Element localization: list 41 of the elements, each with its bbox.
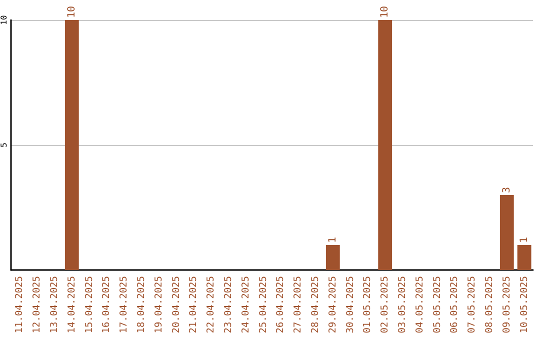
x-tick-label: 08.05.2025 (484, 276, 495, 334)
x-tick-label: 05.05.2025 (432, 276, 443, 334)
x-tick-label: 23.04.2025 (223, 276, 234, 334)
x-tick-label: 24.04.2025 (240, 276, 252, 334)
x-tick-label: 01.05.2025 (362, 276, 374, 334)
x-tick-label: 21.04.2025 (188, 276, 200, 334)
x-tick-label: 18.04.2025 (136, 276, 147, 334)
x-tick-label: 14.04.2025 (66, 276, 78, 334)
data-label: 3 (501, 186, 512, 193)
x-tick-label: 30.04.2025 (344, 276, 356, 334)
data-label: 10 (380, 6, 391, 18)
x-tick-label: 29.04.2025 (327, 276, 338, 334)
x-tick-label: 28.04.2025 (310, 276, 321, 334)
x-tick-label: 26.04.2025 (275, 276, 286, 334)
bar (517, 245, 532, 270)
bar (378, 20, 392, 270)
x-tick-label: 20.04.2025 (170, 276, 182, 334)
x-tick-label: 02.05.2025 (380, 276, 391, 334)
y-tick-label: 5 (0, 142, 8, 148)
x-tick-label: 13.04.2025 (49, 276, 60, 334)
x-tick-label: 03.05.2025 (397, 276, 408, 334)
x-tick-label: 16.04.2025 (101, 276, 112, 334)
data-label: 10 (66, 6, 78, 18)
x-tick-label: 12.04.2025 (32, 276, 43, 334)
x-tick-label: 27.04.2025 (292, 276, 304, 334)
x-tick-label: 11.04.2025 (14, 276, 26, 334)
x-tick-label: 06.05.2025 (449, 276, 460, 334)
data-label: 1 (327, 236, 338, 243)
x-tick-label: 07.05.2025 (466, 276, 478, 334)
bar (500, 195, 514, 270)
x-tick-label: 15.04.2025 (84, 276, 95, 334)
x-tick-label: 17.04.2025 (118, 276, 130, 334)
bar (64, 20, 79, 270)
data-label: 1 (518, 236, 530, 243)
x-tick-label: 19.04.2025 (153, 276, 164, 334)
x-tick-label: 22.04.2025 (206, 276, 217, 334)
x-tick-label: 04.05.2025 (414, 276, 426, 334)
x-tick-label: 09.05.2025 (501, 276, 512, 334)
bar (326, 245, 340, 270)
x-tick-label: 25.04.2025 (258, 276, 269, 334)
x-tick-label: 10.05.2025 (518, 276, 530, 334)
